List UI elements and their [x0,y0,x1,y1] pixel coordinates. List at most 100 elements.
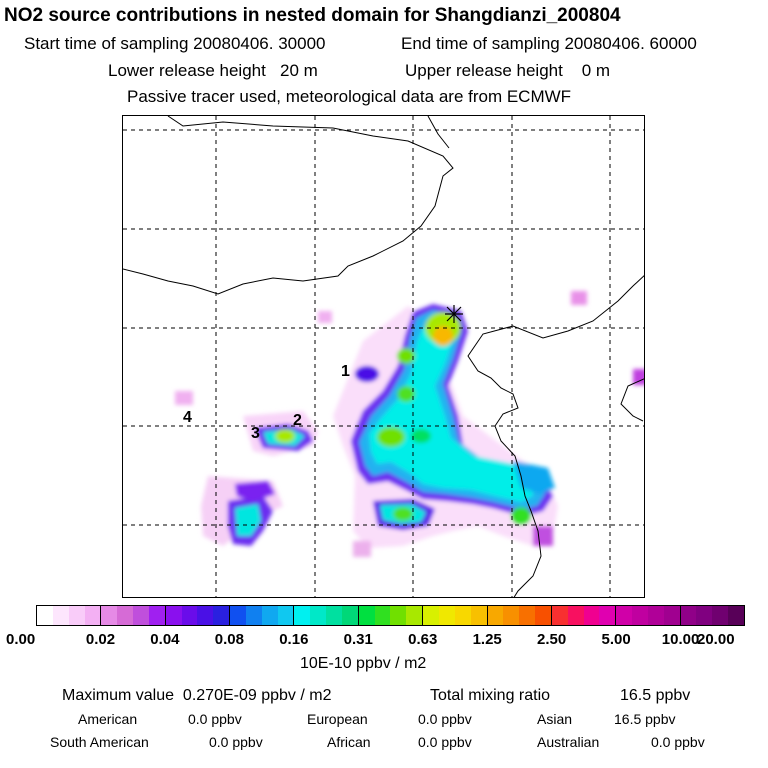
colorbar-swatch [230,606,246,625]
colorbar-unit: 10E-10 ppbv / m2 [300,655,427,672]
colorbar-swatch [374,606,391,625]
colorbar-tick-label: 20.00 [697,631,735,648]
colorbar-swatch [84,606,101,625]
total-mixing-label: Total mixing ratio [430,687,551,704]
upper-release-label: Upper release height 0 m [405,61,611,80]
colorbar-swatch [632,606,648,625]
colorbar-swatch [470,606,487,625]
colorbar-tick-label: 0.63 [408,631,438,648]
source-label-3: 3 [251,425,260,442]
colorbar-swatch [148,606,165,625]
colorbar-swatch [663,606,680,625]
colorbar-tick-label: 0.04 [150,631,180,648]
colorbar-swatch [423,606,439,625]
colorbar [36,605,745,626]
region-name-asian: Asian [537,711,573,727]
region-name-australian: Australian [537,734,600,750]
receptor-star-icon [445,305,463,323]
colorbar-segment [294,606,359,625]
colorbar-segment [680,606,744,625]
colorbar-segment [616,606,681,625]
grid-lines [123,116,644,597]
colorbar-swatch [341,606,358,625]
page-title: NO2 source contributions in nested domai… [4,5,621,26]
tracer-note: Passive tracer used, meteorological data… [127,87,572,106]
colorbar-swatch [728,606,744,625]
end-time-label: End time of sampling 20080406. 60000 [401,34,697,53]
colorbar-swatch [68,606,85,625]
total-mixing-value: 16.5 ppbv [620,687,691,704]
colorbar-swatch [310,606,327,625]
source-label-1: 1 [341,363,350,380]
colorbar-swatch [439,606,455,625]
colorbar-swatch [599,606,616,625]
region-value-european: 0.0 ppbv [418,711,472,727]
colorbar-swatch [117,606,134,625]
colorbar-swatch [535,606,551,625]
colorbar-swatch [165,606,182,625]
colorbar-swatch [101,606,118,625]
max-value-label: Maximum value 0.270E-09 ppbv / m2 [62,687,332,704]
colorbar-tick-label: 0.31 [343,631,373,648]
colorbar-segment [37,606,102,625]
colorbar-tick-label: 0.00 [6,631,36,648]
colorbar-swatch [52,606,69,625]
colorbar-swatch [567,606,584,625]
colorbar-segment [423,606,488,625]
colorbar-tick-label: 1.25 [472,631,502,648]
colorbar-swatch [213,606,230,625]
source-label-4: 4 [183,409,192,426]
colorbar-swatch [390,606,407,625]
colorbar-swatch [197,606,214,625]
map-panel[interactable]: 1 2 3 4 [122,115,645,598]
colorbar-swatch [712,606,729,625]
colorbar-tick-label: 0.02 [85,631,116,648]
colorbar-swatch [133,606,149,625]
colorbar-segment [551,606,617,625]
colorbar-swatch [647,606,664,625]
colorbar-tick-label: 5.00 [601,631,631,648]
colorbar-swatch [277,606,294,625]
colorbar-segment [230,606,295,625]
colorbar-swatch [406,606,423,625]
region-value-american: 0.0 ppbv [188,711,242,727]
colorbar-swatch [454,606,471,625]
boundary-lines [123,116,644,597]
colorbar-swatch [181,606,198,625]
colorbar-segment [358,606,424,625]
region-name-european: European [307,711,368,727]
colorbar-tick-label: 10.00 [661,631,700,648]
region-value-australian: 0.0 ppbv [651,734,705,750]
map-canvas [123,116,644,597]
region-value-asian: 16.5 ppbv [614,711,676,727]
colorbar-swatch [487,606,504,625]
colorbar-swatch [37,606,53,625]
colorbar-swatch [583,606,600,625]
colorbar-tick-label: 2.50 [537,631,567,648]
colorbar-swatch [680,606,697,625]
colorbar-segment [101,606,166,625]
region-name-south-american: South American [50,734,149,750]
colorbar-swatch [261,606,278,625]
region-value-south-american: 0.0 ppbv [209,734,263,750]
colorbar-swatch [519,606,536,625]
colorbar-swatch [503,606,520,625]
colorbar-tick-label: 0.16 [279,631,309,648]
region-name-american: American [78,711,138,727]
concentration-field [175,291,644,557]
colorbar-segment [165,606,231,625]
colorbar-swatch [326,606,342,625]
source-label-2: 2 [293,412,302,429]
colorbar-swatch [696,606,713,625]
colorbar-swatch [294,606,311,625]
start-time-label: Start time of sampling 20080406. 30000 [24,34,326,53]
colorbar-swatch [358,606,375,625]
colorbar-tick-label: 0.08 [214,631,244,648]
colorbar-swatch [245,606,262,625]
region-value-african: 0.0 ppbv [418,734,472,750]
colorbar-swatch [551,606,568,625]
colorbar-swatch [616,606,633,625]
colorbar-segment [487,606,552,625]
region-name-african: African [327,734,371,750]
